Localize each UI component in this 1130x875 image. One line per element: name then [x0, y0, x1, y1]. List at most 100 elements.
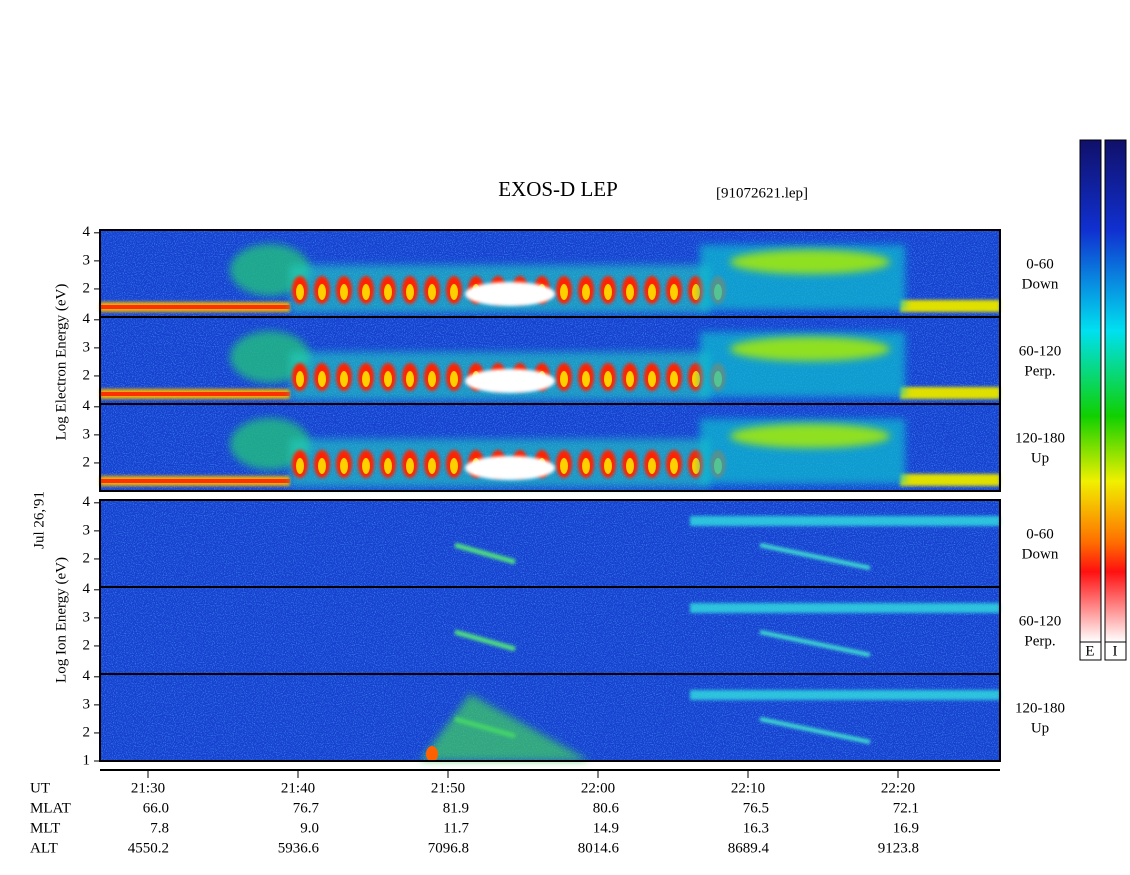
y-tick-label: 2: [83, 367, 91, 383]
y-tick-label: 3: [83, 696, 91, 712]
x-tick-label: 21:40: [281, 780, 315, 796]
colorbar-label-box: [1104, 641, 1127, 661]
panel-angle: 0-60: [1026, 256, 1054, 272]
texture: [560, 284, 568, 300]
row-value: 80.6: [593, 800, 620, 816]
texture: [428, 371, 436, 387]
panel-direction: Down: [1022, 276, 1059, 292]
row-value: 76.5: [743, 800, 769, 816]
y-tick-label: 4: [83, 311, 91, 327]
y-tick-label: 2: [83, 280, 91, 296]
row-value: 11.7: [443, 820, 469, 836]
y-tick-label: 2: [83, 550, 91, 566]
texture: [560, 371, 568, 387]
texture: [406, 284, 414, 300]
texture: [362, 371, 370, 387]
texture: [296, 284, 304, 300]
row-label: MLT: [30, 820, 60, 836]
panel: 2 3 4 0-60 Down: [83, 224, 1059, 318]
row-value: 66.0: [143, 800, 169, 816]
texture: [670, 371, 678, 387]
panel-direction: Down: [1022, 546, 1059, 562]
texture: [406, 458, 414, 474]
file-label: [91072621.lep]: [716, 185, 808, 201]
texture: [406, 371, 414, 387]
row-value: 7.8: [150, 820, 169, 836]
texture: [296, 371, 304, 387]
panel-angle: 120-180: [1015, 430, 1065, 446]
date-label: Jul 26,'91: [31, 491, 47, 549]
panel-frame: [99, 403, 1001, 492]
row-value: 76.7: [293, 800, 320, 816]
panel: 2 3 4 60-120 Perp.: [83, 311, 1062, 405]
texture: [582, 458, 590, 474]
texture: [692, 284, 700, 300]
texture: [692, 458, 700, 474]
ion-y-label: Log Ion Energy (eV): [53, 557, 69, 683]
y-tick-label: 4: [83, 494, 91, 510]
texture: [450, 371, 458, 387]
panel-angle: 0-60: [1026, 526, 1054, 542]
y-tick-label: 2: [83, 724, 91, 740]
panel: 1 2 3 4 120-180 Up: [83, 668, 1066, 768]
texture: [465, 456, 555, 480]
row-value: 4550.2: [128, 840, 169, 856]
texture: [626, 284, 634, 300]
panel-angle: 120-180: [1015, 700, 1065, 716]
x-tick-label: 22:10: [731, 780, 765, 796]
y-tick-label: 4: [83, 581, 91, 597]
panel-direction: Up: [1031, 450, 1049, 466]
texture: [690, 516, 1000, 526]
row-value: 16.3: [743, 820, 769, 836]
row-value: 7096.8: [428, 840, 469, 856]
texture: [648, 371, 656, 387]
row-label: ALT: [30, 840, 58, 856]
y-tick-label: 3: [83, 426, 91, 442]
texture: [384, 458, 392, 474]
panel-noise: [100, 587, 1000, 674]
texture: [420, 694, 590, 761]
texture: [626, 371, 634, 387]
x-tick-label: 21:50: [431, 780, 465, 796]
colorbar: [1104, 139, 1127, 643]
row-value: 5936.6: [278, 840, 320, 856]
texture: [362, 284, 370, 300]
texture: [318, 371, 326, 387]
texture: [296, 458, 304, 474]
texture: [730, 424, 890, 448]
chart-title: EXOS-D LEP: [498, 177, 618, 201]
texture: [648, 458, 656, 474]
texture: [670, 284, 678, 300]
y-tick-label: 3: [83, 252, 91, 268]
texture: [730, 337, 890, 361]
texture: [428, 458, 436, 474]
texture: [690, 603, 1000, 613]
texture: [318, 284, 326, 300]
panel-direction: Perp.: [1024, 363, 1055, 379]
y-tick-label: 3: [83, 609, 91, 625]
panel-angle: 60-120: [1019, 613, 1062, 629]
panel-direction: Perp.: [1024, 633, 1055, 649]
row-value: 8014.6: [578, 840, 620, 856]
texture: [692, 371, 700, 387]
y-tick-label: 1: [83, 752, 91, 768]
row-value: 14.9: [593, 820, 619, 836]
texture: [604, 458, 612, 474]
panel-frame: [99, 673, 1001, 762]
texture: [450, 458, 458, 474]
panel-angle: 60-120: [1019, 343, 1062, 359]
texture: [626, 458, 634, 474]
texture: [648, 284, 656, 300]
y-tick-label: 3: [83, 339, 91, 355]
texture: [100, 305, 290, 309]
x-tick-label: 22:20: [881, 780, 915, 796]
row-value: 9123.8: [878, 840, 919, 856]
texture: [465, 282, 555, 306]
texture: [900, 474, 1000, 486]
panel: 2 3 4 0-60 Down: [83, 494, 1059, 588]
y-tick-label: 2: [83, 637, 91, 653]
colorbar: [1079, 139, 1102, 643]
colorbar-label: I: [1113, 643, 1118, 659]
texture: [454, 629, 516, 652]
